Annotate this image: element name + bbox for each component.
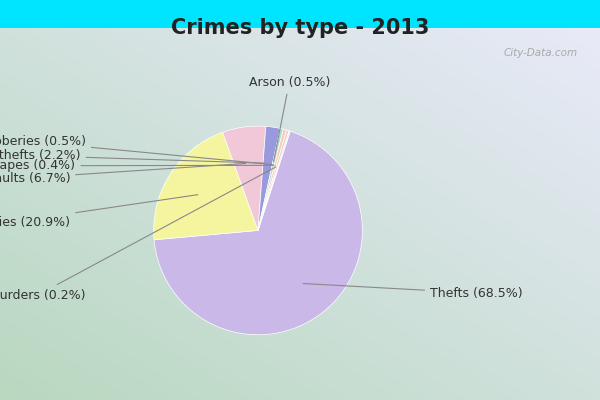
Wedge shape bbox=[258, 131, 290, 230]
Wedge shape bbox=[258, 129, 286, 230]
Text: Thefts (68.5%): Thefts (68.5%) bbox=[303, 284, 523, 300]
Text: Assaults (6.7%): Assaults (6.7%) bbox=[0, 164, 245, 185]
Wedge shape bbox=[258, 128, 283, 230]
Wedge shape bbox=[258, 130, 289, 230]
Text: Burglaries (20.9%): Burglaries (20.9%) bbox=[0, 195, 198, 228]
Text: Murders (0.2%): Murders (0.2%) bbox=[0, 167, 276, 302]
Wedge shape bbox=[258, 126, 280, 230]
Text: Robberies (0.5%): Robberies (0.5%) bbox=[0, 135, 272, 164]
Text: Auto thefts (2.2%): Auto thefts (2.2%) bbox=[0, 149, 265, 163]
Text: Arson (0.5%): Arson (0.5%) bbox=[248, 76, 330, 162]
Text: City-Data.com: City-Data.com bbox=[504, 48, 578, 58]
Text: Rapes (0.4%): Rapes (0.4%) bbox=[0, 159, 274, 172]
Wedge shape bbox=[154, 131, 362, 335]
Text: Crimes by type - 2013: Crimes by type - 2013 bbox=[171, 18, 429, 38]
Wedge shape bbox=[223, 126, 266, 230]
Wedge shape bbox=[154, 132, 258, 240]
